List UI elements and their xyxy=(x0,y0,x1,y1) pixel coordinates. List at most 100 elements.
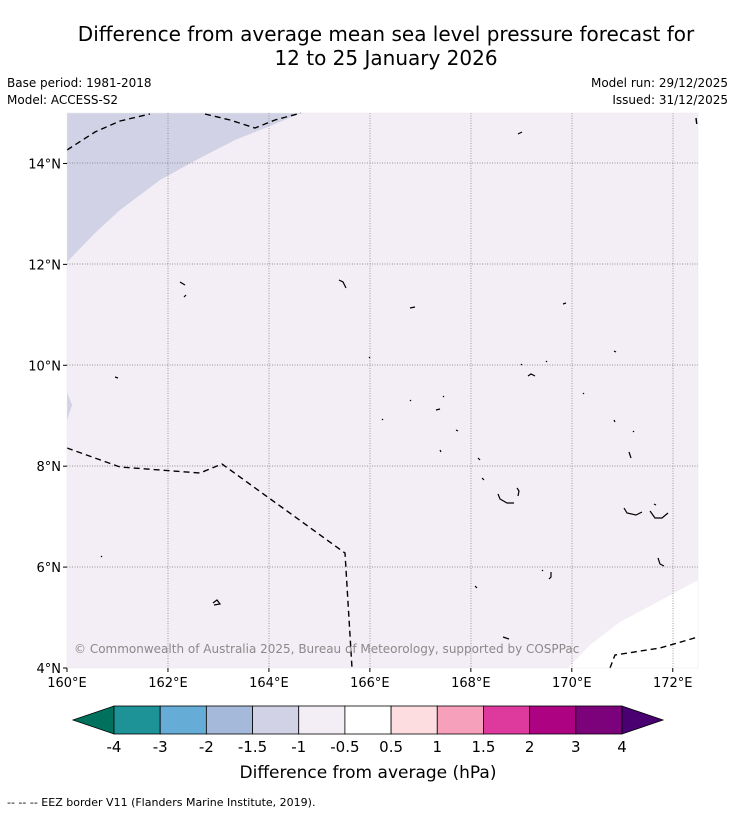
lat-tick-label: 14°N xyxy=(28,157,61,172)
issued-date: Issued: 31/12/2025 xyxy=(612,93,728,107)
island xyxy=(628,451,632,459)
island xyxy=(516,487,520,497)
colorbar-tick-label: 0.5 xyxy=(379,738,403,756)
lon-tick-label: 160°E xyxy=(47,676,87,691)
island xyxy=(548,572,552,580)
lon-tick-label: 172°E xyxy=(653,676,693,691)
band-minus05-area xyxy=(67,113,698,668)
islands xyxy=(100,131,669,640)
colorbar-tick-label: -1.5 xyxy=(238,738,267,756)
island xyxy=(183,294,187,298)
island xyxy=(409,306,416,309)
map-plot-area: © Commonwealth of Australia 2025, Bureau… xyxy=(66,112,699,669)
island xyxy=(649,510,669,519)
colorbar: -4 -3 -2 -1.5 -1 -0.5 0.5 1 1.5 2 3 4 xyxy=(71,705,665,756)
title-line-1: Difference from average mean sea level p… xyxy=(77,22,695,46)
colorbar-tick-label: -4 xyxy=(107,738,122,756)
colorbar-tick-label: -1 xyxy=(291,738,306,756)
island xyxy=(179,281,186,286)
colorbar-bin xyxy=(575,705,623,735)
lon-tick-label: 164°E xyxy=(249,676,289,691)
island xyxy=(613,419,616,423)
island xyxy=(114,376,119,379)
island xyxy=(657,557,665,567)
island xyxy=(502,636,510,640)
meta-left: Base period: 1981-2018 Model: ACCESS-S2 xyxy=(7,75,152,109)
island xyxy=(442,395,445,398)
gridlines xyxy=(67,113,698,668)
island xyxy=(562,302,567,305)
lat-tick-label: 10°N xyxy=(28,359,61,374)
band-minus1-edge-sliver xyxy=(67,392,72,420)
lat-tick-label: 8°N xyxy=(37,460,62,475)
island xyxy=(338,279,347,289)
colorbar-tick-label: -3 xyxy=(153,738,168,756)
colorbar-bin xyxy=(436,705,484,735)
map-frame xyxy=(66,112,699,669)
colorbar-bin xyxy=(205,705,253,735)
meta-right: Model run: 29/12/2025 Issued: 31/12/2025 xyxy=(591,75,728,109)
colorbar-tick-label: -2 xyxy=(199,738,214,756)
lat-tick-label: 6°N xyxy=(37,561,62,576)
island xyxy=(409,399,412,402)
lat-tick-label: 4°N xyxy=(37,662,62,677)
island xyxy=(517,131,523,135)
colorbar-bin xyxy=(252,705,300,735)
island xyxy=(435,408,441,411)
island xyxy=(527,373,536,377)
lat-tick-label: 12°N xyxy=(28,258,61,273)
eez-legend-note: -- -- -- EEZ border V11 (Flanders Marine… xyxy=(7,796,316,809)
colorbar-bin xyxy=(113,705,161,735)
band-minus1-area xyxy=(67,113,301,262)
lon-tick-label: 166°E xyxy=(350,676,390,691)
island xyxy=(497,493,514,504)
lon-tick-label: 170°E xyxy=(552,676,592,691)
colorbar-bin xyxy=(529,705,577,735)
island xyxy=(381,418,384,421)
colorbar-bin xyxy=(344,705,392,735)
longitude-axis: 160°E 162°E 164°E 166°E 168°E 170°E 172°E xyxy=(47,668,693,691)
model-name: Model: ACCESS-S2 xyxy=(7,93,119,107)
chart-title: Difference from average mean sea level p… xyxy=(0,22,736,70)
island xyxy=(653,503,657,506)
title-line-2: 12 to 25 January 2026 xyxy=(274,46,498,70)
island xyxy=(455,429,459,432)
copyright-notice: © Commonwealth of Australia 2025, Bureau… xyxy=(74,642,579,656)
island xyxy=(582,392,585,395)
island xyxy=(520,363,523,366)
lon-tick-label: 168°E xyxy=(451,676,491,691)
eez-borders xyxy=(66,112,699,669)
colorbar-tick-label: -0.5 xyxy=(330,738,359,756)
colorbar-tick-label: 4 xyxy=(617,738,627,756)
latitude-axis: 14°N 12°N 10°N 8°N 6°N 4°N xyxy=(28,157,67,677)
colorbar-extend-low xyxy=(71,705,115,735)
island xyxy=(623,507,643,516)
colorbar-bin xyxy=(159,705,207,735)
colorbar-tick-label: 2 xyxy=(525,738,535,756)
eez-border-north-2 xyxy=(204,112,302,129)
model-run: Model run: 29/12/2025 xyxy=(590,76,728,90)
colorbar-bin xyxy=(298,705,346,735)
island xyxy=(613,350,617,353)
island xyxy=(632,430,635,433)
eez-border-ne-edge xyxy=(695,117,698,127)
island xyxy=(474,585,478,589)
colorbar-extend-high xyxy=(621,705,665,735)
colorbar-bin xyxy=(483,705,531,735)
colorbar-label: Difference from average (hPa) xyxy=(240,763,497,783)
colorbar-tick-label: 1.5 xyxy=(472,738,496,756)
eez-border-west xyxy=(66,447,353,669)
island xyxy=(368,356,371,359)
island xyxy=(541,569,544,572)
island xyxy=(212,599,222,606)
lon-tick-label: 162°E xyxy=(148,676,188,691)
island xyxy=(545,360,548,363)
island xyxy=(439,449,442,453)
island xyxy=(477,457,481,461)
base-period: Base period: 1981-2018 xyxy=(7,76,152,90)
colorbar-bin xyxy=(390,705,438,735)
island xyxy=(100,555,103,558)
colorbar-tick-label: 1 xyxy=(432,738,442,756)
island xyxy=(481,477,485,481)
